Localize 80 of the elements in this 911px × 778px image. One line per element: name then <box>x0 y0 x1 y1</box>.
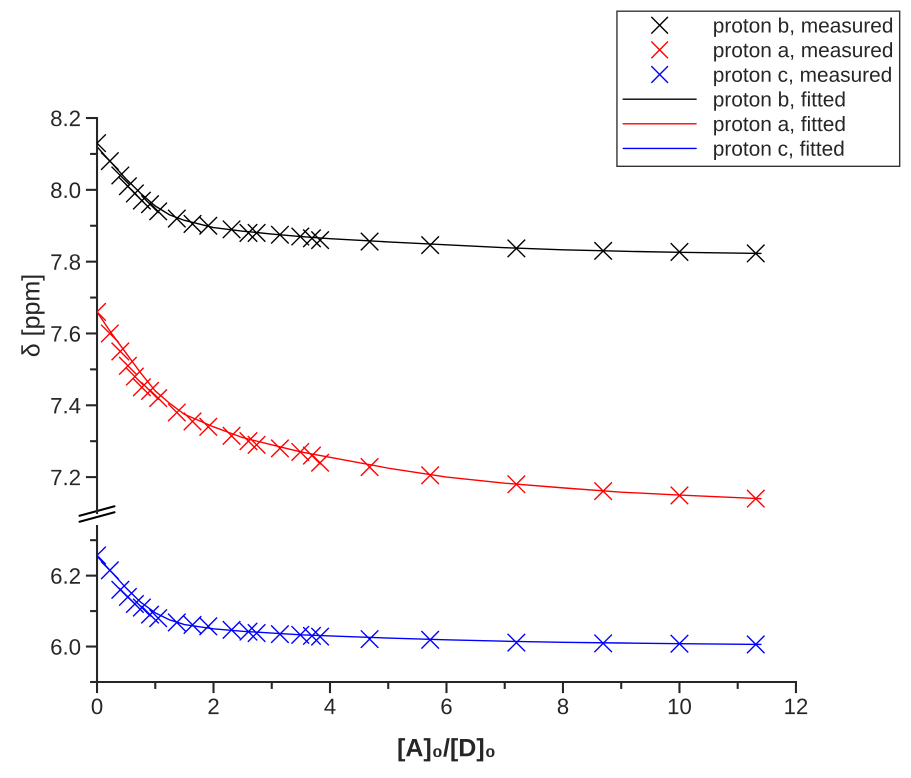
point <box>100 560 120 580</box>
point <box>132 378 152 397</box>
point <box>198 417 218 436</box>
point <box>310 230 330 250</box>
point <box>360 630 380 649</box>
y-tick-label: 6.2 <box>51 568 80 584</box>
x-tick-label: 0 <box>92 698 102 714</box>
legend-label: proton c, fitted <box>714 140 844 160</box>
point <box>594 634 613 653</box>
point <box>183 412 202 431</box>
point <box>148 202 168 221</box>
point <box>746 244 766 263</box>
point <box>247 624 266 643</box>
x-tick-label: 8 <box>558 698 568 714</box>
point <box>222 426 242 446</box>
point <box>594 241 613 260</box>
x-tick-label: 6 <box>441 698 452 714</box>
point <box>746 489 766 508</box>
legend-label: proton a, measured <box>714 42 892 62</box>
point <box>140 194 160 214</box>
point <box>238 223 258 242</box>
point <box>302 228 322 248</box>
point <box>290 442 310 462</box>
point <box>247 435 266 454</box>
point <box>110 166 130 185</box>
point <box>360 232 380 252</box>
point <box>132 598 152 618</box>
point <box>360 458 380 477</box>
point <box>506 238 526 258</box>
point <box>118 356 138 376</box>
legend-label: proton b, fitted <box>714 91 845 111</box>
point <box>670 242 689 262</box>
point <box>110 580 130 600</box>
point <box>247 223 266 242</box>
point <box>100 152 120 171</box>
x-tick-label: 2 <box>208 698 219 714</box>
point <box>310 453 330 472</box>
point <box>148 388 168 408</box>
point <box>594 482 613 501</box>
y-tick-label: 7.2 <box>51 470 80 486</box>
point <box>238 432 258 451</box>
point <box>222 220 242 239</box>
legend-label: proton c, measured <box>714 66 891 86</box>
point <box>125 594 144 614</box>
point <box>100 324 120 343</box>
point <box>118 587 138 606</box>
point <box>670 634 689 654</box>
point <box>506 474 526 494</box>
y-tick-label: 8.0 <box>51 182 80 198</box>
point <box>118 176 138 196</box>
x-axis-title: [A]₀/[D]₀ <box>398 738 494 762</box>
point <box>670 486 689 505</box>
legend-label: proton b, measured <box>714 17 892 37</box>
point <box>140 381 160 400</box>
point <box>125 184 144 203</box>
point <box>270 438 290 458</box>
x-tick-label: 4 <box>324 698 336 714</box>
point <box>167 402 186 422</box>
x-tick-label: 10 <box>668 698 691 714</box>
point <box>420 466 440 485</box>
point <box>302 446 322 466</box>
x-tick-label: 12 <box>785 698 808 714</box>
point <box>140 605 160 624</box>
y-tick-label: 7.6 <box>51 326 80 342</box>
point <box>110 342 130 361</box>
point <box>132 191 152 210</box>
legend-label: proton a, fitted <box>714 116 845 136</box>
point <box>420 630 440 650</box>
y-tick-label: 7.4 <box>51 398 80 414</box>
point <box>420 236 440 255</box>
y-tick-label: 6.0 <box>51 639 80 655</box>
y-axis-title: δ [ppm] <box>21 276 45 356</box>
point <box>746 634 766 654</box>
point <box>148 608 168 628</box>
y-tick-label: 8.2 <box>51 110 80 126</box>
point <box>506 633 526 652</box>
point <box>167 209 186 228</box>
y-tick-label: 7.8 <box>51 254 80 270</box>
point <box>125 367 144 386</box>
point <box>302 626 322 646</box>
